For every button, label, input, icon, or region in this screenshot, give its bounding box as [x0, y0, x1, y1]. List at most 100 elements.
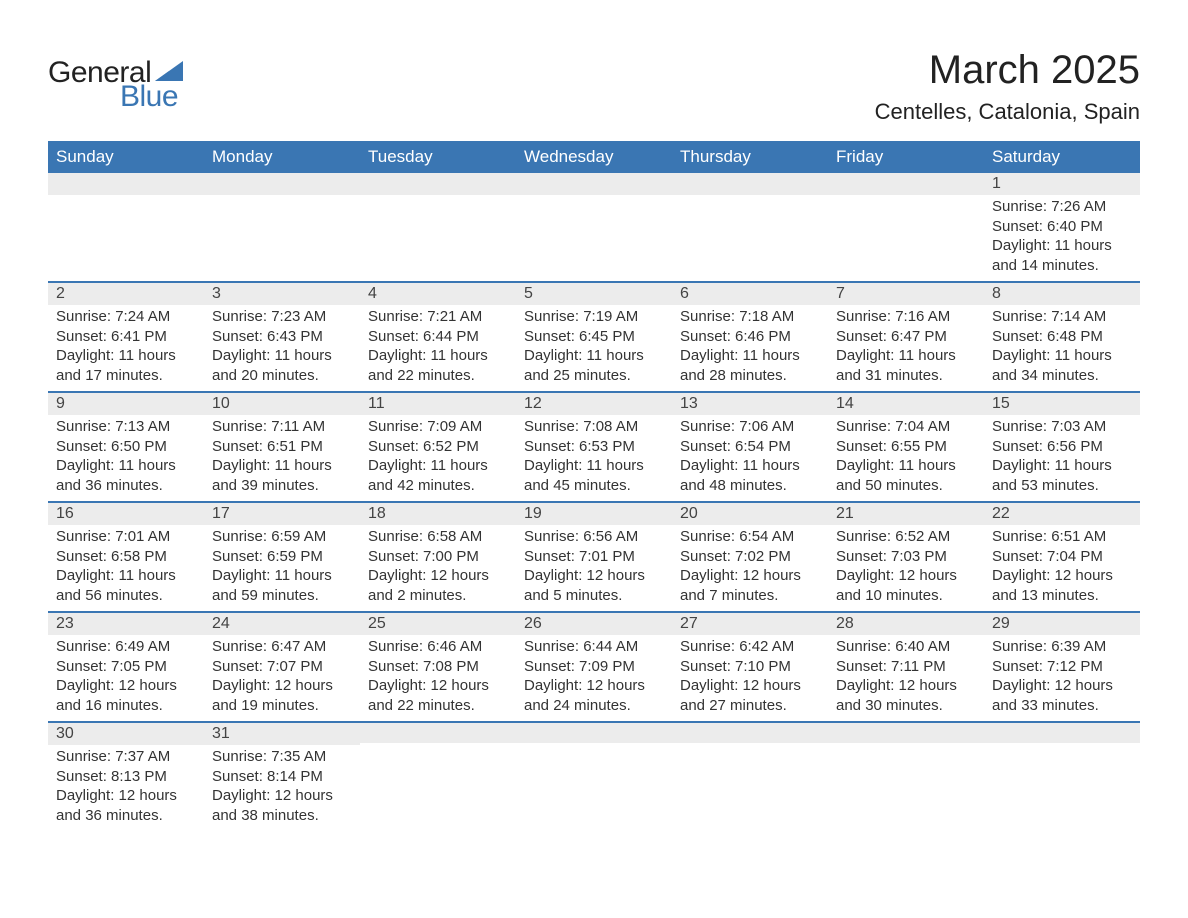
- day-cell-body: Sunrise: 7:13 AMSunset: 6:50 PMDaylight:…: [48, 415, 204, 501]
- empty-day-header: [516, 173, 672, 195]
- sunrise-text: Sunrise: 7:01 AM: [56, 527, 196, 547]
- day-cell-body: Sunrise: 7:09 AMSunset: 6:52 PMDaylight:…: [360, 415, 516, 501]
- day-cell-header: 16: [48, 501, 204, 525]
- daylight-text: Daylight: 11 hours and 45 minutes.: [524, 456, 664, 495]
- week-body-row: Sunrise: 7:26 AMSunset: 6:40 PMDaylight:…: [48, 195, 1140, 281]
- sunset-text: Sunset: 6:56 PM: [992, 437, 1132, 457]
- daylight-text: Daylight: 12 hours and 10 minutes.: [836, 566, 976, 605]
- empty-day-header: [516, 721, 672, 743]
- daylight-text: Daylight: 11 hours and 31 minutes.: [836, 346, 976, 385]
- day-number: 23: [48, 611, 204, 635]
- empty-day-body: [204, 195, 360, 265]
- sunset-text: Sunset: 7:05 PM: [56, 657, 196, 677]
- weekday-header: Tuesday: [360, 141, 516, 173]
- day-cell-header: 17: [204, 501, 360, 525]
- day-cell-body: Sunrise: 6:52 AMSunset: 7:03 PMDaylight:…: [828, 525, 984, 611]
- daylight-text: Daylight: 12 hours and 24 minutes.: [524, 676, 664, 715]
- sunset-text: Sunset: 6:41 PM: [56, 327, 196, 347]
- sunset-text: Sunset: 6:52 PM: [368, 437, 508, 457]
- sunset-text: Sunset: 8:14 PM: [212, 767, 352, 787]
- weekday-header: Sunday: [48, 141, 204, 173]
- week-body-row: Sunrise: 6:49 AMSunset: 7:05 PMDaylight:…: [48, 635, 1140, 721]
- daylight-text: Daylight: 11 hours and 48 minutes.: [680, 456, 820, 495]
- sunrise-text: Sunrise: 7:04 AM: [836, 417, 976, 437]
- day-cell-header: 19: [516, 501, 672, 525]
- week-daynum-row: 3031: [48, 721, 1140, 745]
- day-cell-header: 28: [828, 611, 984, 635]
- sunset-text: Sunset: 6:47 PM: [836, 327, 976, 347]
- sunset-text: Sunset: 7:03 PM: [836, 547, 976, 567]
- day-cell-header: 20: [672, 501, 828, 525]
- day-cell-header: 30: [48, 721, 204, 745]
- daylight-text: Daylight: 11 hours and 56 minutes.: [56, 566, 196, 605]
- empty-day-header: [828, 173, 984, 195]
- sunrise-text: Sunrise: 7:08 AM: [524, 417, 664, 437]
- empty-day-header: [828, 721, 984, 743]
- day-cell-header: 10: [204, 391, 360, 415]
- day-cell-header: 2: [48, 281, 204, 305]
- day-cell-header: [360, 721, 516, 745]
- sunset-text: Sunset: 6:50 PM: [56, 437, 196, 457]
- empty-day-body: [516, 195, 672, 265]
- sunset-text: Sunset: 6:46 PM: [680, 327, 820, 347]
- calendar-document: General Blue March 2025 Centelles, Catal…: [48, 48, 1140, 831]
- sunset-text: Sunset: 6:51 PM: [212, 437, 352, 457]
- sunrise-text: Sunrise: 7:14 AM: [992, 307, 1132, 327]
- daylight-text: Daylight: 11 hours and 22 minutes.: [368, 346, 508, 385]
- sunrise-text: Sunrise: 7:03 AM: [992, 417, 1132, 437]
- sunrise-text: Sunrise: 7:06 AM: [680, 417, 820, 437]
- day-cell-body: [48, 195, 204, 281]
- day-cell-header: [828, 721, 984, 745]
- day-cell-body: Sunrise: 6:42 AMSunset: 7:10 PMDaylight:…: [672, 635, 828, 721]
- sunset-text: Sunset: 6:43 PM: [212, 327, 352, 347]
- empty-day-header: [672, 721, 828, 743]
- day-cell-body: [204, 195, 360, 281]
- sunset-text: Sunset: 7:09 PM: [524, 657, 664, 677]
- day-cell-header: 25: [360, 611, 516, 635]
- day-cell-header: 9: [48, 391, 204, 415]
- daylight-text: Daylight: 11 hours and 20 minutes.: [212, 346, 352, 385]
- day-cell-body: Sunrise: 6:47 AMSunset: 7:07 PMDaylight:…: [204, 635, 360, 721]
- sunrise-text: Sunrise: 6:59 AM: [212, 527, 352, 547]
- day-cell-header: 4: [360, 281, 516, 305]
- sunrise-text: Sunrise: 7:26 AM: [992, 197, 1132, 217]
- day-cell-body: Sunrise: 6:44 AMSunset: 7:09 PMDaylight:…: [516, 635, 672, 721]
- daylight-text: Daylight: 12 hours and 16 minutes.: [56, 676, 196, 715]
- empty-day-body: [360, 195, 516, 265]
- empty-day-header: [672, 173, 828, 195]
- day-cell-body: Sunrise: 6:59 AMSunset: 6:59 PMDaylight:…: [204, 525, 360, 611]
- day-cell-header: 21: [828, 501, 984, 525]
- day-cell-header: 23: [48, 611, 204, 635]
- sunrise-text: Sunrise: 6:56 AM: [524, 527, 664, 547]
- empty-day-header: [360, 173, 516, 195]
- week-body-row: Sunrise: 7:37 AMSunset: 8:13 PMDaylight:…: [48, 745, 1140, 831]
- sunrise-text: Sunrise: 7:37 AM: [56, 747, 196, 767]
- day-cell-body: Sunrise: 6:54 AMSunset: 7:02 PMDaylight:…: [672, 525, 828, 611]
- empty-day-body: [516, 745, 672, 815]
- day-cell-body: Sunrise: 6:40 AMSunset: 7:11 PMDaylight:…: [828, 635, 984, 721]
- day-number: 25: [360, 611, 516, 635]
- day-cell-header: 1: [984, 173, 1140, 195]
- sunset-text: Sunset: 6:53 PM: [524, 437, 664, 457]
- day-cell-body: [516, 195, 672, 281]
- daylight-text: Daylight: 12 hours and 36 minutes.: [56, 786, 196, 825]
- day-cell-header: [984, 721, 1140, 745]
- daylight-text: Daylight: 11 hours and 39 minutes.: [212, 456, 352, 495]
- day-cell-body: Sunrise: 7:04 AMSunset: 6:55 PMDaylight:…: [828, 415, 984, 501]
- empty-day-header: [48, 173, 204, 195]
- day-number: 29: [984, 611, 1140, 635]
- document-header: General Blue March 2025 Centelles, Catal…: [48, 48, 1140, 125]
- day-cell-body: Sunrise: 7:01 AMSunset: 6:58 PMDaylight:…: [48, 525, 204, 611]
- daylight-text: Daylight: 12 hours and 22 minutes.: [368, 676, 508, 715]
- month-title: March 2025: [875, 48, 1140, 93]
- day-cell-header: [516, 173, 672, 195]
- sunset-text: Sunset: 7:11 PM: [836, 657, 976, 677]
- sunrise-text: Sunrise: 6:46 AM: [368, 637, 508, 657]
- weekday-header: Friday: [828, 141, 984, 173]
- calendar-body: 1Sunrise: 7:26 AMSunset: 6:40 PMDaylight…: [48, 173, 1140, 831]
- sunset-text: Sunset: 6:45 PM: [524, 327, 664, 347]
- day-cell-body: [984, 745, 1140, 831]
- day-cell-body: [828, 195, 984, 281]
- day-cell-header: 12: [516, 391, 672, 415]
- sunset-text: Sunset: 6:58 PM: [56, 547, 196, 567]
